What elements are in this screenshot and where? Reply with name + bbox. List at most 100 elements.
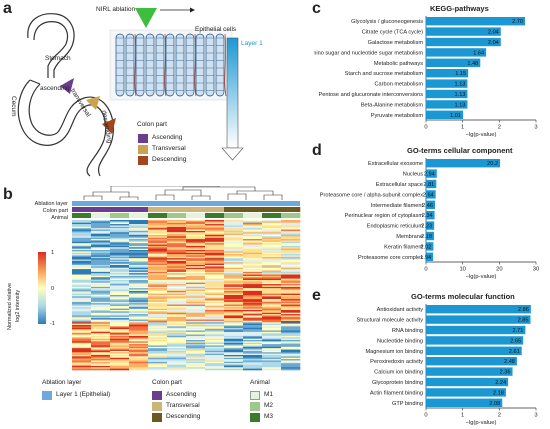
heatmap-cell <box>243 243 263 245</box>
heatmap-cell <box>72 325 92 327</box>
heatmap-cell <box>167 274 187 277</box>
heatmap-cell <box>186 222 206 225</box>
heatmap-cell <box>224 229 244 232</box>
heatmap-cell <box>205 301 225 304</box>
data-label: 2.61 <box>509 349 520 355</box>
heatmap-cell <box>167 348 187 350</box>
heatmap-cell <box>186 329 206 331</box>
heatmap-cell <box>72 280 92 282</box>
heatmap-cell <box>243 273 263 275</box>
heatmap-cell <box>243 364 263 367</box>
category-label: Nucleus <box>403 172 423 178</box>
x-tick-label: 2 <box>498 413 501 419</box>
x-tick-label: 3 <box>534 413 537 419</box>
heatmap-cell <box>148 292 168 294</box>
heatmap-cell <box>262 345 282 348</box>
heatmap-cell <box>224 363 244 365</box>
heatmap-cell <box>72 337 92 339</box>
heatmap-cell <box>110 338 130 341</box>
heatmap-cell <box>148 300 168 303</box>
heatmap-cell <box>72 310 92 312</box>
data-label: 2.18 <box>421 234 432 240</box>
heatmap-cell <box>281 311 301 314</box>
heatmap-cell <box>148 232 168 234</box>
heatmap-cell <box>243 335 263 338</box>
heatmap-cell <box>72 352 92 354</box>
heatmap-cell <box>281 307 301 309</box>
heatmap-cell <box>243 341 263 344</box>
heatmap-cell <box>91 271 111 274</box>
heatmap-cell <box>281 303 301 305</box>
heatmap-cell <box>281 297 301 300</box>
heatmap-cell <box>167 357 187 360</box>
colon-part-cell <box>110 207 130 212</box>
heatmap-cell <box>224 250 244 252</box>
heatmap-cell <box>110 315 130 318</box>
panel-label-e: e <box>312 287 321 304</box>
heatmap-cell <box>186 334 206 337</box>
heatmap-cell <box>72 230 92 233</box>
heatmap-cell <box>72 237 92 240</box>
heatmap-cell <box>224 365 244 368</box>
heatmap-cell <box>281 305 301 308</box>
heatmap-cell <box>186 360 206 363</box>
heatmap-cell <box>186 263 206 266</box>
heatmap-cell <box>148 259 168 262</box>
heatmap-cell <box>262 228 282 230</box>
heatmap-cell <box>262 285 282 288</box>
heatmap-cell <box>110 266 130 269</box>
heatmap-cell <box>186 361 206 364</box>
heatmap-cell <box>186 251 206 254</box>
heatmap-cell <box>110 288 130 290</box>
heatmap-cell <box>167 329 187 331</box>
heatmap-cell <box>186 341 206 344</box>
heatmap-cell <box>110 327 130 330</box>
heatmap-cell <box>129 322 149 324</box>
heatmap-cell <box>129 314 149 316</box>
heatmap-cell <box>110 295 130 297</box>
heatmap-cell <box>129 292 149 294</box>
heatmap-cell <box>167 226 187 229</box>
data-label: 2.70 <box>512 19 523 25</box>
heatmap-cell <box>72 267 92 270</box>
heatmap-cell <box>91 229 111 232</box>
heatmap-cell <box>281 353 301 356</box>
heatmap-cell <box>243 281 263 284</box>
heatmap-cell <box>148 352 168 354</box>
heatmap-cell <box>110 356 130 359</box>
heatmap-cell <box>91 245 111 248</box>
heatmap-cell <box>91 367 111 369</box>
heatmap-cell <box>91 240 111 243</box>
heatmap-cell <box>110 277 130 279</box>
heatmap-cell <box>72 263 92 266</box>
heatmap-cell <box>72 243 92 245</box>
heatmap-cell <box>91 331 111 334</box>
heatmap-cell <box>205 289 225 292</box>
colon-part-cell <box>167 207 187 212</box>
heatmap-cell <box>205 277 225 279</box>
category-label: Magnesium ion binding <box>365 349 423 355</box>
colon-part-cell <box>224 207 244 212</box>
heatmap-cell <box>281 225 301 228</box>
heatmap-cell <box>243 359 263 361</box>
heatmap-cell <box>186 221 206 224</box>
heatmap-cell <box>262 289 282 292</box>
heatmap-cell <box>262 340 282 342</box>
colon-part-cell <box>243 207 263 212</box>
heatmap-cell <box>167 335 187 338</box>
heatmap-cell <box>91 310 111 312</box>
heatmap-cell <box>110 232 130 234</box>
heatmap-cell <box>243 314 263 316</box>
heatmap-cell <box>262 353 282 356</box>
heatmap-cell <box>281 254 301 256</box>
heatmap-cell <box>186 333 206 335</box>
bar <box>426 315 531 324</box>
heatmap-cell <box>72 271 92 274</box>
animal-cell <box>72 213 92 218</box>
heatmap-cell <box>186 271 206 274</box>
heatmap-cell <box>243 299 263 301</box>
heatmap-cell <box>205 259 225 262</box>
bar <box>426 89 468 99</box>
heatmap-cell <box>72 311 92 314</box>
heatmap-cell <box>72 334 92 337</box>
